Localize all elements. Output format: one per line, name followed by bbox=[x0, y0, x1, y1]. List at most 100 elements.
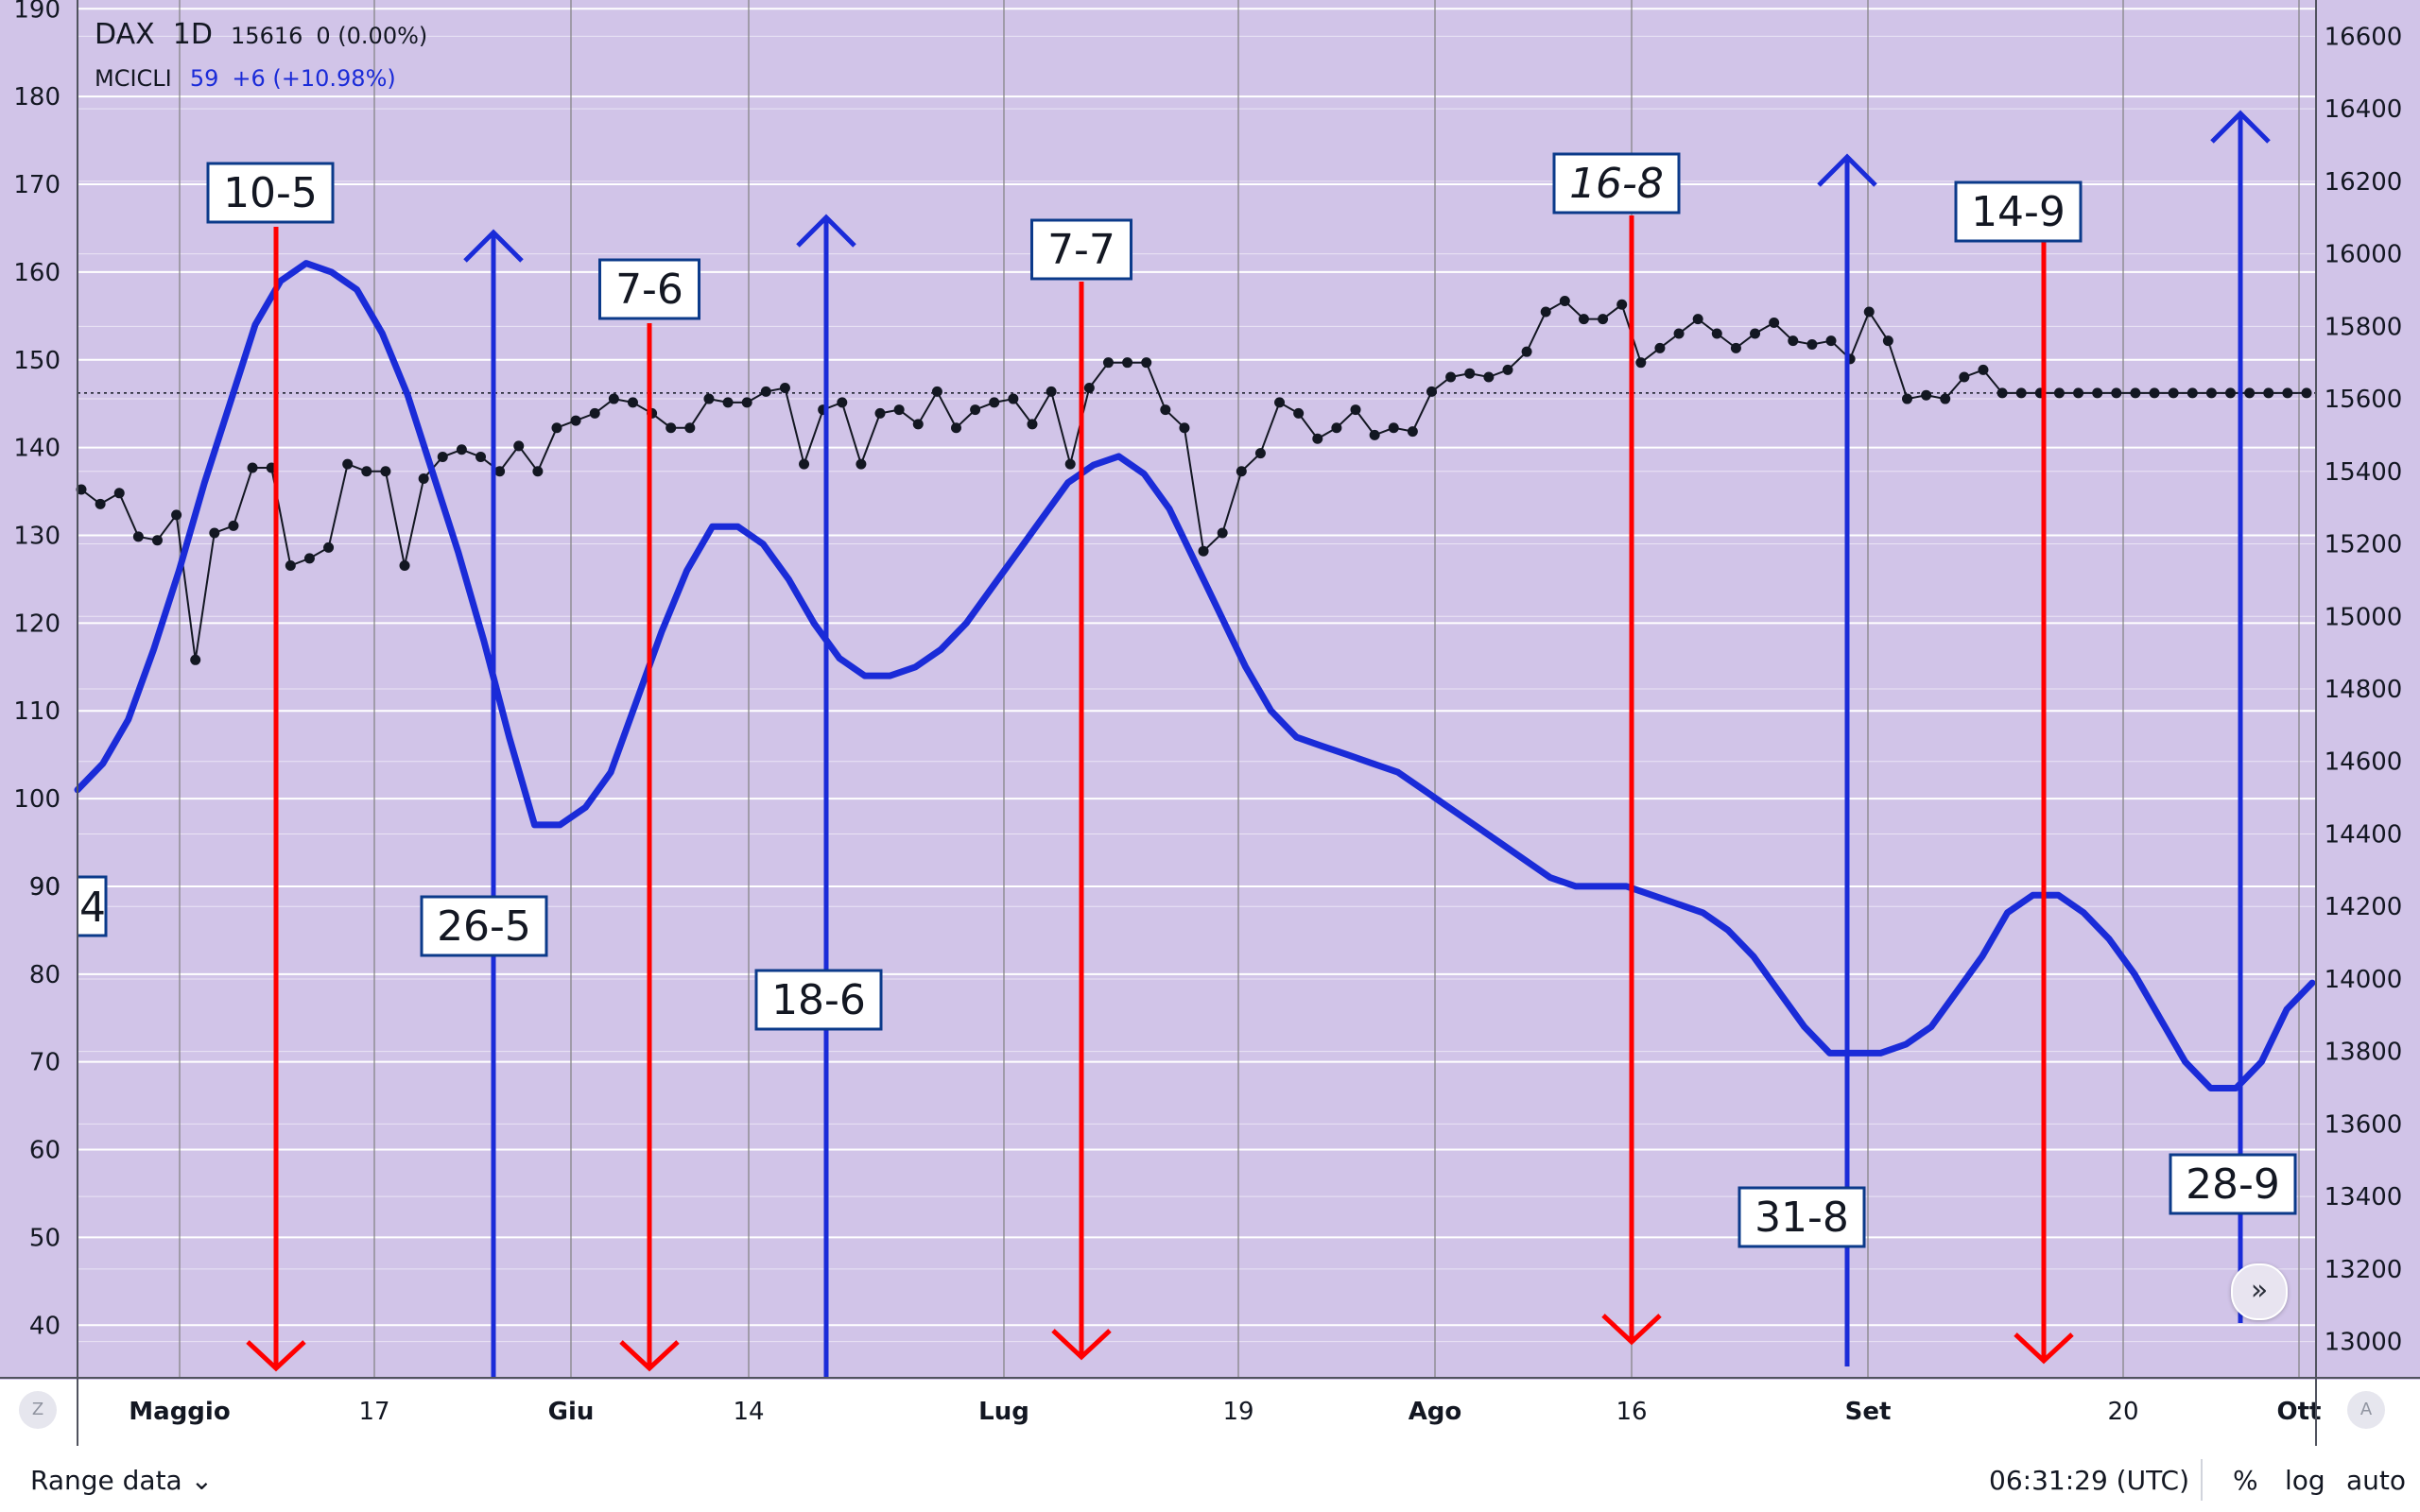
dax-point bbox=[209, 527, 220, 539]
dax-point bbox=[627, 397, 638, 408]
dax-point bbox=[1064, 458, 1076, 470]
bottom-marker-label: 26-5 bbox=[437, 902, 531, 951]
symbol-label[interactable]: DAX bbox=[95, 18, 155, 51]
left-tick-label: 140 bbox=[13, 435, 60, 463]
left-tick-label: 90 bbox=[29, 873, 60, 902]
dax-point bbox=[1559, 295, 1570, 306]
dax-point bbox=[1312, 433, 1323, 444]
dax-point bbox=[2168, 387, 2179, 399]
dax-point bbox=[2073, 387, 2084, 399]
dax-point bbox=[1445, 371, 1457, 383]
bottom-marker-label-box bbox=[1737, 1186, 1866, 1248]
right-tick-label: 14000 bbox=[2325, 966, 2403, 994]
dax-point bbox=[2282, 387, 2293, 399]
bottom-marker-label-box bbox=[754, 969, 883, 1031]
dax-point bbox=[741, 397, 752, 408]
dax-point bbox=[2301, 387, 2312, 399]
range-data-dropdown[interactable]: Range data ⌄ bbox=[30, 1465, 213, 1496]
left-tick-label: 130 bbox=[13, 522, 60, 550]
dax-point bbox=[494, 466, 506, 477]
x-tick-label: 16 bbox=[1616, 1398, 1647, 1426]
dax-point bbox=[2225, 387, 2237, 399]
top-marker-label-box bbox=[1954, 180, 2083, 243]
dax-point bbox=[1331, 422, 1342, 434]
auto-toggle[interactable]: auto bbox=[2346, 1465, 2407, 1496]
dax-point bbox=[1217, 527, 1228, 539]
dax-point bbox=[171, 509, 182, 521]
x-tick-label: 14 bbox=[733, 1398, 764, 1426]
dax-point bbox=[666, 422, 677, 434]
dax-point bbox=[76, 484, 87, 495]
left-axis-mask bbox=[0, 850, 78, 954]
dax-point bbox=[1369, 429, 1380, 440]
dax-point bbox=[1122, 357, 1133, 369]
dax-point bbox=[1254, 448, 1266, 459]
dax-point bbox=[380, 466, 391, 477]
right-tick-label: 13200 bbox=[2325, 1256, 2403, 1284]
dax-point bbox=[760, 386, 771, 397]
right-tick-label: 14200 bbox=[2325, 893, 2403, 921]
dax-point bbox=[1673, 328, 1685, 339]
left-tick-label: 190 bbox=[13, 0, 60, 24]
up-arrow-icon bbox=[463, 229, 524, 263]
chart-svg[interactable]: 10-5 7-6 7-7 16-8 14-9 26-5 18-6 31-8 28-9 4 90 40… bbox=[0, 0, 2420, 1446]
dax-point bbox=[799, 458, 810, 470]
left-tick-label: 150 bbox=[13, 347, 60, 375]
x-tick-label: Set bbox=[1845, 1398, 1892, 1426]
right-tick-label: 15600 bbox=[2325, 386, 2403, 414]
dax-point bbox=[2130, 387, 2141, 399]
top-marker-label-box bbox=[206, 162, 335, 224]
left-tick-label: 170 bbox=[13, 171, 60, 199]
down-arrow-icon bbox=[246, 1340, 306, 1372]
dax-point bbox=[1730, 342, 1741, 353]
top-marker-label: 7-6 bbox=[615, 266, 683, 314]
dax-point bbox=[1198, 545, 1209, 557]
timeframe-label[interactable]: 1D bbox=[172, 18, 213, 51]
dax-point bbox=[951, 422, 962, 434]
dax-point bbox=[1293, 407, 1305, 419]
dax-point bbox=[113, 488, 125, 499]
range-data-label: Range data bbox=[30, 1465, 182, 1496]
dax-point bbox=[1921, 389, 1932, 401]
dax-point bbox=[2053, 387, 2065, 399]
left-tick-label: 180 bbox=[13, 83, 60, 112]
dax-point bbox=[2205, 387, 2217, 399]
top-marker-label-box bbox=[1030, 218, 1132, 281]
bottom-marker-label: 31-8 bbox=[1754, 1194, 1849, 1242]
dax-point bbox=[1521, 346, 1532, 357]
dax-point bbox=[1788, 335, 1799, 347]
dax-point bbox=[151, 535, 163, 546]
indicator-change: +6 (+10.98%) bbox=[232, 65, 396, 92]
dax-point bbox=[970, 404, 981, 416]
indicator-name[interactable]: MCICLI bbox=[95, 65, 172, 92]
auto-scale-button[interactable]: A bbox=[2347, 1391, 2385, 1429]
dax-point bbox=[1692, 314, 1703, 325]
dax-point bbox=[247, 462, 258, 473]
utc-clock[interactable]: 06:31:29 (UTC) bbox=[1989, 1465, 2190, 1496]
top-marker-label-box bbox=[598, 258, 700, 320]
percent-toggle[interactable]: % bbox=[2233, 1465, 2258, 1496]
right-tick-label: 16400 bbox=[2325, 95, 2403, 124]
dax-point bbox=[722, 397, 734, 408]
dax-point bbox=[1769, 317, 1780, 328]
dax-point bbox=[570, 415, 581, 426]
zoom-reset-button[interactable]: Z bbox=[19, 1391, 57, 1429]
left-tick-label: 100 bbox=[13, 785, 60, 814]
right-tick-label: 16000 bbox=[2325, 241, 2403, 269]
dax-point bbox=[912, 419, 924, 430]
dax-point bbox=[1483, 371, 1495, 383]
right-tick-label: 14800 bbox=[2325, 676, 2403, 704]
dax-point bbox=[456, 444, 467, 455]
dax-point bbox=[1616, 299, 1628, 310]
top-marker-label: 7-7 bbox=[1047, 226, 1115, 274]
scroll-to-realtime-button[interactable]: » bbox=[2231, 1263, 2288, 1320]
dax-point bbox=[1388, 422, 1399, 434]
dax-point bbox=[1046, 386, 1057, 397]
right-tick-label: 15800 bbox=[2325, 313, 2403, 341]
right-tick-label: 15000 bbox=[2325, 603, 2403, 631]
dax-point bbox=[2092, 387, 2103, 399]
dax-point bbox=[779, 383, 790, 394]
log-toggle[interactable]: log bbox=[2285, 1465, 2325, 1496]
dax-point bbox=[1959, 371, 1970, 383]
